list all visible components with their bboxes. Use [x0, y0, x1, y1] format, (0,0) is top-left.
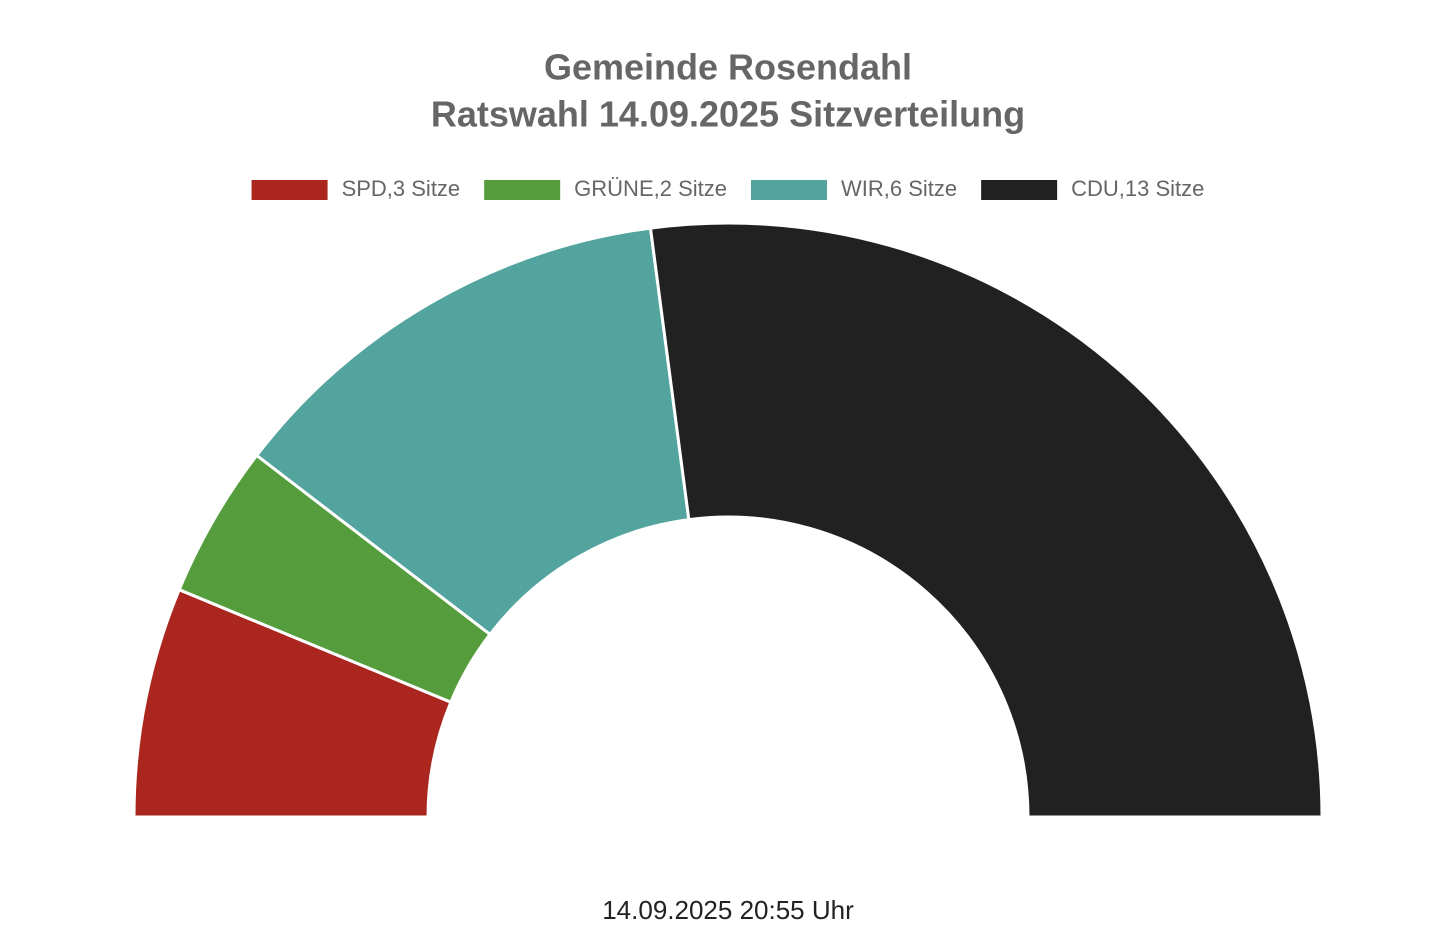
legend: SPD,3 Sitze GRÜNE,2 Sitze WIR,6 Sitze CDU,1… — [251, 176, 1204, 201]
legend-label: SPD,3 Sitze — [342, 176, 461, 201]
legend-swatch — [751, 180, 828, 200]
slice — [254, 226, 691, 637]
legend-swatch — [484, 180, 561, 200]
legend-swatch — [251, 180, 328, 200]
chart-title: Ratswahl 14.09.2025 Sitzverteilung — [431, 94, 1025, 135]
legend-label: CDU,13 Sitze — [1071, 176, 1204, 201]
slice — [648, 221, 1324, 819]
legend-swatch — [981, 180, 1058, 200]
slices — [132, 221, 1324, 819]
legend-label: WIR,6 Sitze — [841, 176, 957, 201]
footer: 14.09.2025 20:55 Uhr — [602, 895, 854, 925]
chart-title: Gemeinde Rosendahl — [544, 47, 912, 88]
legend-label: GRÜNE,2 Sitze — [574, 176, 727, 201]
